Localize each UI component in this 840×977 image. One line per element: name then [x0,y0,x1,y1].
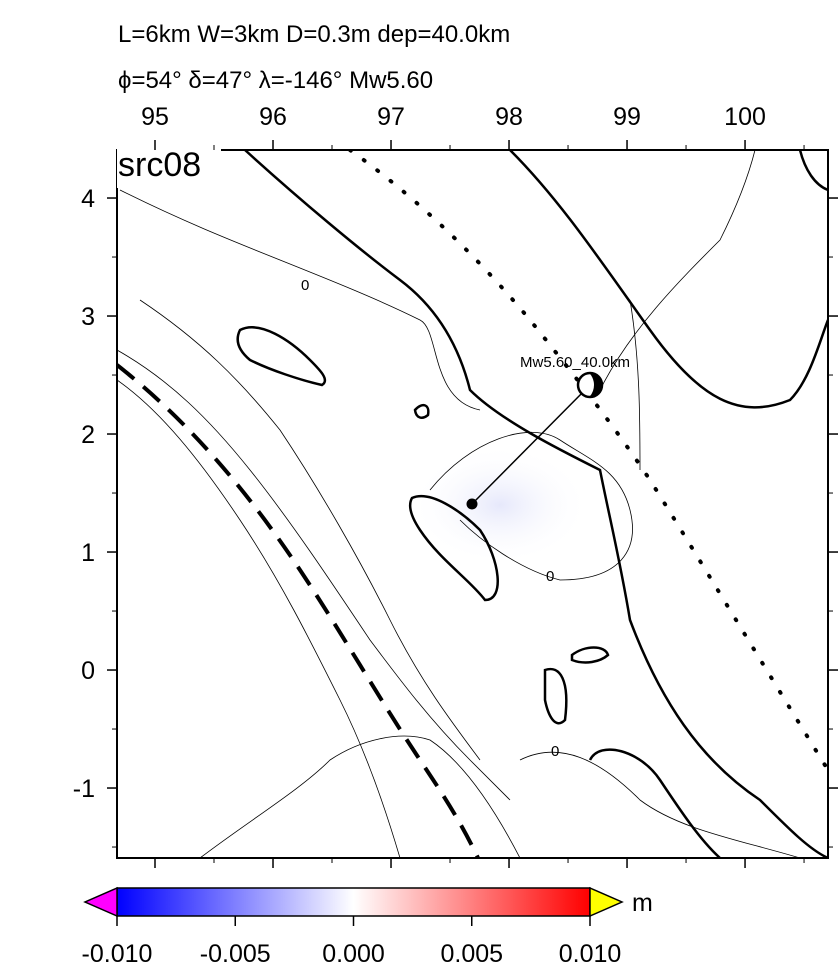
y-tick-label: 0 [81,657,95,685]
colorbar-low [83,886,118,918]
x-tick-label: 98 [495,103,523,131]
colorbar-unit: m [632,889,653,917]
map-contours [117,150,828,858]
y-tick-label: -1 [73,775,95,803]
colorbar-tick-label: 0.010 [559,940,622,968]
y-tick-label: 4 [81,185,95,213]
colorbar-tick-label: 0.005 [440,940,503,968]
contour-label: 0 [551,743,559,760]
title-line: ϕ=54° δ=47° λ=-146° Mw5.60 [118,67,433,94]
label-box [117,140,221,188]
contour-label: 0 [546,568,554,585]
x-tick-label: 96 [259,103,287,131]
contour-label: 0 [301,277,309,294]
colorbar-tick-label: -0.010 [82,940,153,968]
x-tick-label: 100 [724,103,766,131]
y-tick-label: 1 [81,539,95,567]
panel-label: src08 [118,146,201,184]
annotation: Mw5.60_40.0km [520,354,630,371]
colorbar [116,887,591,917]
y-tick-label: 2 [81,421,95,449]
colorbar-tick-label: -0.005 [200,940,271,968]
colorbar-high [589,886,624,918]
x-tick-label: 99 [613,103,641,131]
y-tick-label: 3 [81,303,95,331]
map-frame [116,149,829,859]
x-tick-label: 97 [377,103,405,131]
title-line: L=6km W=3km D=0.3m dep=40.0km [118,21,510,48]
x-tick-label: 95 [141,103,169,131]
colorbar-tick-label: 0.000 [322,940,385,968]
